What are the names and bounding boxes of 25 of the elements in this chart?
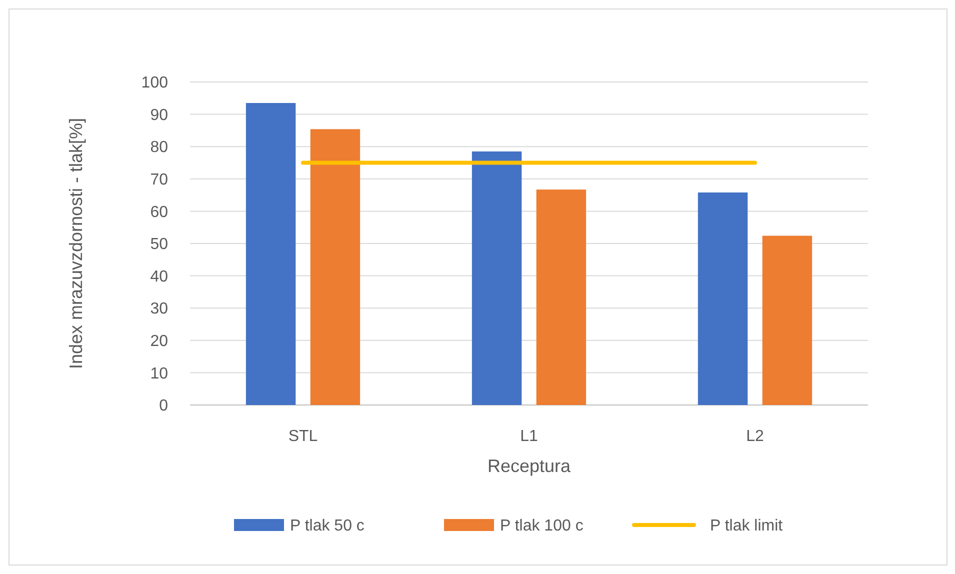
bar — [762, 236, 812, 405]
bar — [472, 151, 522, 405]
bar — [698, 192, 748, 405]
legend-label: P tlak limit — [710, 518, 784, 535]
legend-label: P tlak 100 c — [500, 518, 584, 535]
y-tick-label: 30 — [150, 300, 168, 318]
y-tick-label: 90 — [150, 106, 168, 124]
y-tick-label: 70 — [150, 172, 168, 188]
y-axis-title: Index mrazuvzdornosti - tlak[%] — [66, 118, 86, 370]
x-tick-label: STL — [288, 428, 318, 445]
y-tick-label: 40 — [150, 268, 168, 286]
bar — [310, 129, 360, 405]
legend-label: P tlak 50 c — [290, 518, 364, 535]
bar — [246, 102, 296, 405]
y-tick-label: 50 — [150, 236, 168, 254]
y-tick-label: 80 — [150, 139, 168, 156]
bar — [536, 190, 586, 405]
y-tick-label: 60 — [150, 204, 168, 221]
x-tick-label: L1 — [520, 428, 538, 445]
y-tick-label: 100 — [141, 74, 168, 92]
x-tick-label: L2 — [746, 428, 764, 445]
y-tick-label: 0 — [159, 398, 168, 415]
y-tick-label: 20 — [150, 333, 168, 350]
x-axis-title: Receptura — [487, 456, 572, 476]
y-tick-label: 10 — [150, 365, 168, 382]
